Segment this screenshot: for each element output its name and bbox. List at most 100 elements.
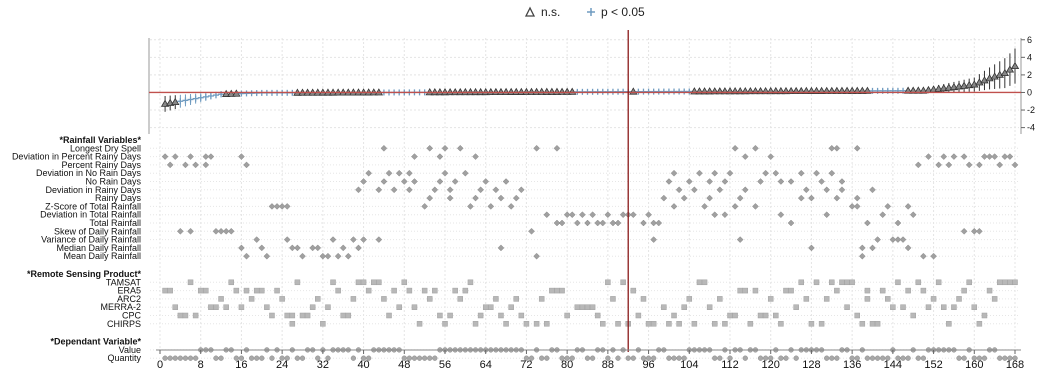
indicator-diamond bbox=[731, 203, 739, 210]
indicator-circle bbox=[350, 355, 357, 361]
indicator-square bbox=[737, 287, 743, 294]
indicator-square bbox=[559, 287, 565, 294]
indicator-circle bbox=[920, 355, 927, 361]
indicator-circle bbox=[259, 355, 265, 361]
indicator-square bbox=[294, 279, 301, 286]
indicator-diamond bbox=[828, 169, 836, 177]
indicator-diamond bbox=[319, 252, 327, 260]
estimate-point-sig bbox=[681, 88, 688, 95]
estimate-point-sig bbox=[620, 88, 627, 95]
indicator-diamond bbox=[533, 252, 540, 260]
indicator-square bbox=[915, 279, 922, 286]
indicator-diamond bbox=[390, 186, 398, 194]
indicator-circle bbox=[605, 355, 611, 361]
indicator-circle bbox=[528, 355, 535, 361]
estimate-point-sig bbox=[671, 88, 678, 95]
indicator-diamond bbox=[914, 161, 922, 169]
indicator-diamond bbox=[813, 169, 820, 177]
indicator-diamond bbox=[797, 194, 805, 202]
indicator-circle bbox=[997, 355, 1003, 361]
indicator-circle bbox=[427, 355, 433, 361]
indicator-square bbox=[757, 312, 764, 319]
x-tick-label: 16 bbox=[235, 359, 247, 371]
indicator-square bbox=[869, 321, 876, 327]
x-tick-label: 40 bbox=[357, 359, 369, 371]
row-label: CHIRPS bbox=[107, 319, 141, 329]
indicator-square bbox=[986, 287, 993, 294]
indicator-diamond bbox=[288, 244, 296, 252]
legend-label-sig: p < 0.05 bbox=[601, 5, 645, 19]
indicator-circle bbox=[233, 355, 239, 361]
indicator-square bbox=[859, 321, 866, 327]
x-tick-label: 104 bbox=[680, 359, 698, 371]
x-tick-label: 24 bbox=[276, 359, 288, 371]
indicator-circle bbox=[421, 355, 428, 361]
row-label: Z-Score of Total Rainfall bbox=[45, 201, 141, 211]
indicator-square bbox=[233, 287, 240, 294]
indicator-diamond bbox=[614, 219, 622, 227]
estimate-panel: 6 4 2 0 -2 -4 bbox=[148, 35, 1035, 134]
indicator-circle bbox=[416, 355, 423, 361]
indicator-square bbox=[844, 304, 850, 310]
indicator-square bbox=[396, 304, 402, 310]
indicator-circle bbox=[681, 355, 687, 361]
row-label: CPC bbox=[122, 311, 142, 321]
indicator-diamond bbox=[884, 203, 892, 210]
indicator-circle bbox=[793, 355, 799, 361]
indicator-square bbox=[167, 287, 173, 294]
indicator-square bbox=[722, 321, 728, 327]
indicator-circle bbox=[584, 355, 591, 361]
indicator-diamond bbox=[1006, 153, 1014, 160]
indicator-square bbox=[991, 296, 998, 302]
indicator-diamond bbox=[441, 144, 449, 152]
indicator-circle bbox=[630, 355, 636, 361]
indicator-square bbox=[971, 304, 978, 310]
indicator-square bbox=[365, 287, 372, 294]
indicator-diamond bbox=[970, 227, 978, 235]
indicator-diamond bbox=[589, 211, 596, 219]
indicator-square bbox=[732, 312, 738, 319]
indicator-circle bbox=[625, 355, 631, 361]
indicator-square bbox=[946, 321, 952, 327]
indicator-diamond bbox=[797, 169, 805, 177]
indicator-circle bbox=[299, 355, 306, 361]
indicator-square bbox=[798, 279, 804, 286]
indicator-square bbox=[493, 296, 499, 302]
indicator-square bbox=[910, 312, 916, 319]
row-label: Deviation in No Rain Days bbox=[36, 168, 142, 178]
indicator-square bbox=[304, 312, 311, 319]
indicator-diamond bbox=[243, 161, 250, 169]
indicator-square bbox=[778, 321, 784, 327]
estimate-point-ns bbox=[476, 87, 485, 96]
estimate-point-sig bbox=[645, 88, 652, 95]
indicator-square bbox=[701, 279, 708, 286]
estimate-point-sig bbox=[187, 96, 194, 103]
indicator-square bbox=[620, 279, 626, 286]
indicator-diamond bbox=[838, 186, 846, 194]
indicator-diamond bbox=[685, 178, 693, 185]
indicator-diamond bbox=[976, 161, 983, 169]
indicator-diamond bbox=[380, 144, 388, 152]
x-tick-label: 56 bbox=[439, 359, 451, 371]
indicator-diamond bbox=[283, 203, 291, 210]
indicator-circle bbox=[727, 355, 733, 361]
indicator-square bbox=[788, 287, 794, 294]
indicator-circle bbox=[1007, 355, 1013, 361]
indicator-diamond bbox=[426, 194, 434, 202]
x-tick-label: 144 bbox=[884, 359, 902, 371]
indicator-diamond bbox=[568, 211, 576, 219]
indicator-diamond bbox=[421, 203, 428, 210]
indicator-circle bbox=[666, 355, 672, 361]
row-label: MERRA-2 bbox=[100, 302, 141, 312]
indicator-square bbox=[630, 287, 637, 294]
indicator-square bbox=[447, 312, 453, 319]
indicator-square bbox=[203, 287, 209, 294]
indicator-diamond bbox=[563, 211, 571, 219]
indicator-square bbox=[773, 312, 779, 319]
legend: n.s. p < 0.05 bbox=[524, 5, 645, 19]
indicator-circle bbox=[615, 355, 621, 361]
indicator-diamond bbox=[273, 203, 281, 210]
x-tick-label: 64 bbox=[480, 359, 492, 371]
indicator-diamond bbox=[609, 219, 617, 227]
indicator-circle bbox=[167, 355, 173, 361]
